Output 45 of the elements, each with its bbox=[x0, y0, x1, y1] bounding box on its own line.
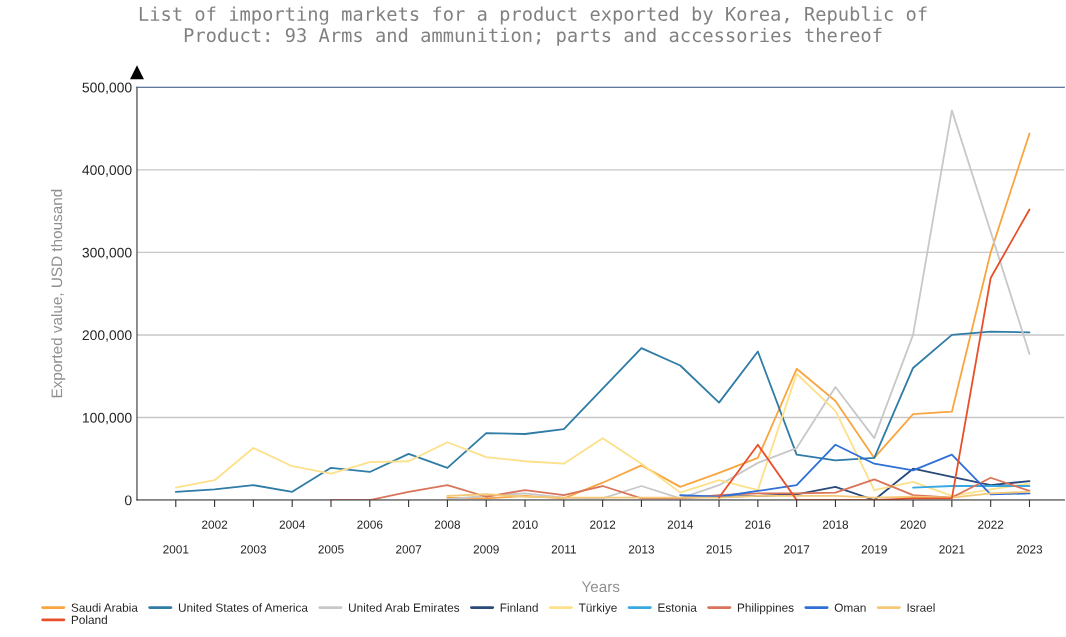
x-tick-label: 2022 bbox=[978, 520, 1004, 529]
x-tick-label: 2002 bbox=[202, 520, 228, 529]
line-series bbox=[679, 443, 1031, 498]
x-tick-label: 2004 bbox=[279, 520, 305, 529]
legend-label: United Arab Emirates bbox=[348, 603, 460, 612]
chart-title: List of importing markets for a product exported by Korea, Republic of Product: 93 Arms and ammunition; parts and accessories thereof bbox=[139, 6, 927, 46]
x-tick-label: 2001 bbox=[163, 545, 189, 554]
x-tick-label: 2021 bbox=[939, 545, 965, 554]
y-tick-label: 300,000 bbox=[82, 247, 132, 260]
x-tick-label: 2016 bbox=[745, 520, 771, 529]
x-tick-label: 2018 bbox=[822, 520, 849, 529]
legend-label: Oman bbox=[834, 603, 866, 612]
x-tick-label: 2020 bbox=[900, 520, 926, 529]
line-series bbox=[174, 372, 1031, 497]
legend-label: Poland bbox=[71, 615, 107, 625]
x-tick-label: 2023 bbox=[1016, 545, 1043, 554]
legend-label: Estonia bbox=[658, 603, 697, 612]
x-tick-label: 2008 bbox=[434, 520, 461, 529]
x-tick-label: 2010 bbox=[512, 520, 538, 529]
y-axis-title: Exported value, USD thousand bbox=[51, 189, 66, 398]
x-axis-title: Years bbox=[581, 581, 620, 593]
y-tick-label: 500,000 bbox=[82, 82, 132, 95]
x-tick-label: 2009 bbox=[473, 545, 499, 554]
y-tick-label: 100,000 bbox=[82, 412, 132, 425]
legend-label: United States of America bbox=[178, 603, 308, 612]
legend-label: Israel bbox=[907, 603, 935, 612]
x-tick-label: 2012 bbox=[590, 520, 616, 529]
y-tick-label: 200,000 bbox=[82, 330, 132, 342]
x-tick-label: 2014 bbox=[667, 520, 694, 529]
x-tick-label: 2017 bbox=[784, 545, 810, 554]
x-tick-label: 2006 bbox=[357, 520, 383, 529]
x-tick-label: 2003 bbox=[240, 545, 267, 554]
x-tick-label: 2019 bbox=[861, 545, 887, 554]
x-tick-label: 2011 bbox=[551, 545, 576, 554]
x-tick-label: 2015 bbox=[706, 545, 732, 554]
y-tick-label: 400,000 bbox=[82, 165, 132, 177]
x-tick-label: 2005 bbox=[318, 545, 344, 554]
line-series bbox=[174, 330, 1031, 493]
legend-label: Philippines bbox=[737, 603, 794, 615]
y-tick-label: 0 bbox=[124, 495, 132, 506]
legend-label: Türkiye bbox=[578, 603, 617, 615]
x-tick-label: 2013 bbox=[628, 545, 655, 554]
x-tick-label: 2007 bbox=[396, 545, 422, 554]
legend-label: Saudi Arabia bbox=[71, 603, 138, 612]
legend-label: Finland bbox=[500, 603, 538, 612]
